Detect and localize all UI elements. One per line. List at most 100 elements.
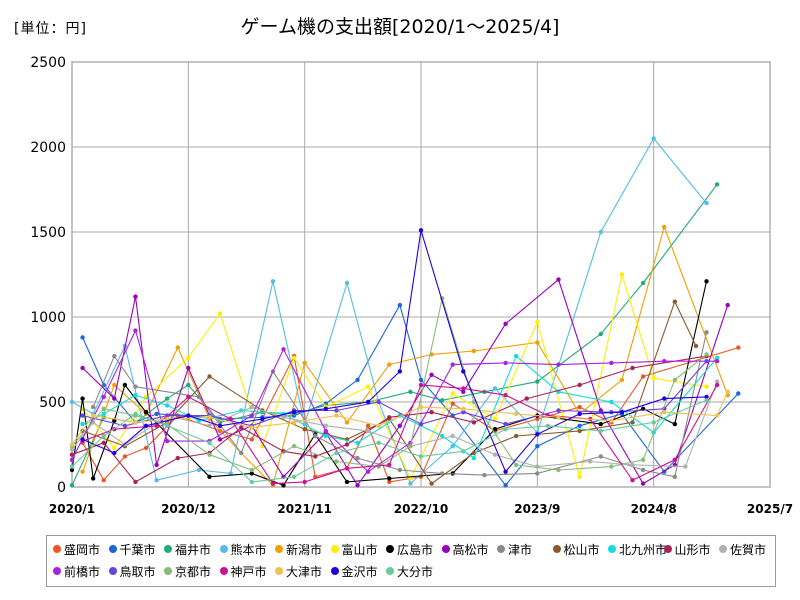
data-point <box>524 396 529 401</box>
series-14 <box>69 328 720 474</box>
data-point <box>249 471 254 476</box>
data-point <box>714 413 720 418</box>
data-point <box>535 379 540 384</box>
data-point <box>704 352 709 357</box>
data-point <box>334 413 339 418</box>
data-point <box>228 416 233 422</box>
legend-item: 松山市 <box>552 540 600 558</box>
data-point <box>313 454 318 459</box>
data-point <box>355 483 360 488</box>
data-point <box>630 462 635 468</box>
legend-marker <box>386 567 394 575</box>
data-point <box>535 432 540 437</box>
data-point <box>461 386 466 391</box>
data-point <box>101 406 106 411</box>
data-point <box>112 382 117 388</box>
data-point <box>630 420 635 425</box>
data-point <box>207 415 212 420</box>
data-point <box>683 464 688 469</box>
legend-label: 高松市 <box>452 542 489 557</box>
legend-item: 鳥取市 <box>108 562 156 580</box>
data-point <box>609 418 614 423</box>
data-point <box>450 362 455 367</box>
data-point <box>513 353 519 359</box>
data-point <box>704 330 709 335</box>
data-point <box>291 355 297 360</box>
data-point <box>196 467 202 473</box>
data-point <box>556 277 561 282</box>
data-point <box>101 440 106 445</box>
data-point <box>736 391 741 396</box>
data-point <box>471 455 477 461</box>
legend-item: 津市 <box>497 540 532 558</box>
data-point <box>270 481 276 486</box>
data-point <box>217 437 223 442</box>
data-point <box>662 410 667 415</box>
x-tick-label: 2023/9 <box>514 502 560 516</box>
x-tick-label: 2022/10 <box>394 502 448 516</box>
data-point <box>471 348 477 354</box>
data-point <box>80 396 85 401</box>
data-point <box>450 444 455 449</box>
data-point <box>69 464 75 469</box>
y-tick-label: 500 <box>39 395 66 411</box>
data-point <box>355 440 360 445</box>
data-point <box>90 420 96 425</box>
data-point <box>556 408 561 413</box>
chart-title: ゲーム機の支出額[2020/1～2025/4] <box>240 16 560 38</box>
data-point <box>112 450 117 456</box>
legend-item: 佐賀市 <box>719 540 766 558</box>
data-point <box>90 404 96 410</box>
data-point <box>334 450 339 456</box>
data-point <box>334 408 339 413</box>
data-point <box>630 365 635 371</box>
data-point <box>418 421 424 427</box>
legend-item: 前橋市 <box>53 562 100 580</box>
legend-label: 金沢市 <box>341 564 378 579</box>
data-point <box>461 406 466 411</box>
data-point <box>133 420 138 425</box>
data-point <box>239 450 244 456</box>
data-point <box>535 416 540 422</box>
data-point <box>334 459 339 464</box>
data-point <box>619 272 625 277</box>
data-point <box>122 423 128 428</box>
data-point <box>408 481 413 486</box>
data-point <box>662 224 667 230</box>
legend-marker <box>219 545 228 553</box>
data-point <box>418 382 424 388</box>
legend-label: 佐賀市 <box>730 542 767 557</box>
data-point <box>186 413 191 418</box>
legend-marker <box>330 567 339 575</box>
data-point <box>164 396 170 401</box>
legend-item: 北九州市 <box>608 540 667 558</box>
data-point <box>598 229 603 235</box>
legend-label: 松山市 <box>563 542 600 557</box>
data-point <box>355 377 360 383</box>
legend-marker <box>53 567 61 575</box>
data-point <box>609 399 614 405</box>
data-point <box>714 382 720 388</box>
data-point <box>598 421 603 427</box>
data-point <box>556 362 561 367</box>
data-point <box>588 459 593 464</box>
data-point <box>323 428 329 434</box>
data-point <box>80 365 85 371</box>
data-point <box>545 413 551 418</box>
data-point <box>154 423 159 428</box>
data-point <box>535 319 540 325</box>
data-point <box>461 389 466 394</box>
data-point <box>418 404 424 410</box>
data-point <box>186 394 191 400</box>
data-point <box>672 474 678 479</box>
data-point <box>69 447 75 452</box>
data-point <box>503 321 508 326</box>
data-point <box>704 394 709 400</box>
x-tick-label: 2020/1 <box>49 502 95 516</box>
data-point <box>112 396 117 401</box>
data-point <box>704 384 709 389</box>
data-point <box>535 471 540 476</box>
data-point <box>376 423 381 428</box>
data-point <box>450 433 455 439</box>
unit-label: [単位：円] <box>14 21 87 37</box>
